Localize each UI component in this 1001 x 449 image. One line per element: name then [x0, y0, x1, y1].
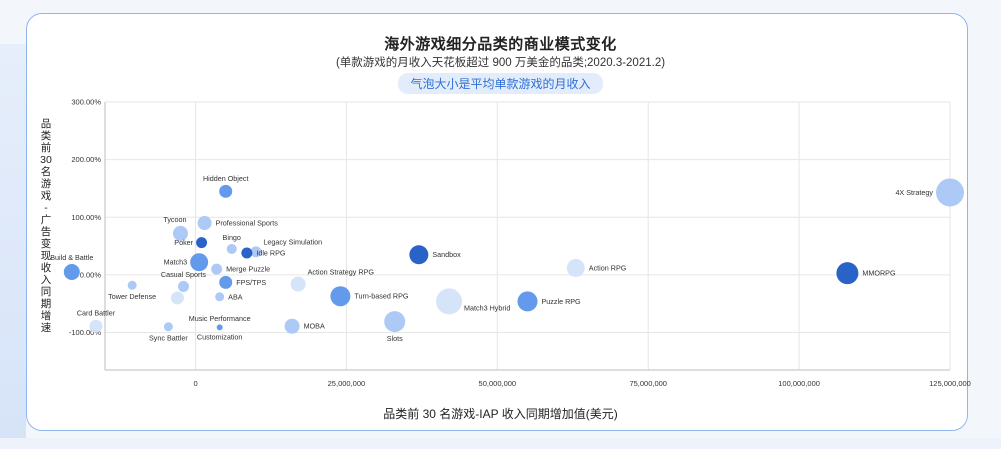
x-tick-label: 75,000,000	[629, 379, 667, 388]
bubble-label: Sandbox	[432, 250, 461, 259]
bubble-point	[170, 291, 184, 305]
bubble-label: Card Battler	[77, 309, 116, 318]
bubble-point	[216, 324, 223, 331]
bubble-label: ABA	[228, 292, 243, 301]
bubble-label: Music Performance	[189, 314, 251, 323]
bubble-label: Poker	[174, 238, 193, 247]
bubble-point	[89, 319, 103, 333]
left-accent-band	[0, 44, 26, 449]
bubble-point	[409, 245, 429, 265]
bottom-band	[0, 438, 1001, 449]
bubble-point	[219, 184, 233, 198]
bubble-label: Professional Sports	[216, 219, 279, 228]
bubble-label: Action Strategy RPG	[308, 268, 375, 277]
bubble-point	[250, 246, 262, 258]
chart-subtitle: (单款游戏的月收入天花板超过 900 万美金的品类;2020.3-2021.2)	[335, 57, 666, 69]
y-tick-label: -100.00%	[69, 328, 101, 337]
y-tick-label: 200.00%	[71, 155, 101, 164]
y-tick-label: 100.00%	[71, 213, 101, 222]
bubble-point	[290, 276, 306, 292]
bubble-label: Bingo	[223, 233, 241, 242]
bubble-point	[172, 225, 188, 241]
bubble-label: MMORPG	[862, 269, 896, 278]
bubble-label: Tycoon	[163, 215, 186, 224]
y-tick-label: 0.00%	[80, 270, 102, 279]
bubble-label: Merge Puzzle	[226, 265, 270, 274]
bubble-label: Match3	[164, 258, 188, 267]
bubble-point	[177, 280, 189, 292]
bubble-label: Match3 Hybrid	[464, 303, 510, 312]
bubble-point	[566, 258, 585, 277]
bubble-point	[219, 275, 233, 289]
bubble-point	[436, 288, 463, 315]
bubble-label: Legacy Simulation	[263, 237, 322, 246]
bubble-size-note: 气泡大小是平均单款游戏的月收入	[398, 73, 603, 94]
bubble-point	[197, 216, 212, 231]
bubble-point	[241, 247, 253, 259]
bubble-point	[163, 322, 173, 332]
bubble-label: Hidden Object	[203, 174, 249, 183]
bubble-point	[190, 253, 209, 272]
bubble-label: Customization	[197, 332, 243, 341]
bubble-point	[226, 243, 237, 254]
bubble-label: Action RPG	[589, 263, 627, 272]
bubble-label: Sync Battler	[149, 333, 188, 342]
bubble-point	[936, 178, 964, 207]
bubble-label: MOBA	[304, 322, 325, 331]
bubble-size-note-wrap: 气泡大小是平均单款游戏的月收入	[0, 73, 1001, 94]
bubble-point	[384, 311, 406, 333]
bubble-label: Idle RPG	[256, 249, 286, 258]
x-tick-label: 100,000,000	[778, 379, 820, 388]
bubble-point	[284, 318, 300, 334]
x-tick-label: 50,000,000	[479, 379, 517, 388]
bubble-point	[63, 264, 80, 281]
bubble-point	[127, 280, 137, 290]
bubble-label: Slots	[387, 334, 403, 343]
bubble-point	[330, 286, 351, 307]
x-tick-label: 125,000,000	[929, 379, 971, 388]
bubble-point	[517, 291, 538, 312]
y-tick-label: 300.00%	[71, 98, 101, 107]
bubble-point	[211, 263, 223, 275]
bubble-label: FPS/TPS	[236, 278, 266, 287]
bubble-label: Puzzle RPG	[542, 297, 582, 306]
bubble-point	[836, 262, 859, 285]
bubble-label: Turn-based RPG	[354, 292, 408, 301]
x-tick-label: 25,000,000	[328, 379, 366, 388]
bubble-point	[196, 237, 208, 249]
chart-title: 海外游戏细分品类的商业模式变化	[384, 36, 617, 53]
bubble-point	[215, 292, 225, 302]
x-tick-label: 0	[193, 379, 197, 388]
y-axis-title: 品类前 30 名游戏 - 广告变现收入同期增速	[40, 118, 52, 334]
x-axis-title: 品类前 30 名游戏-IAP 收入同期增加值(美元)	[383, 407, 618, 421]
bubble-label: Build & Battle	[50, 253, 93, 262]
bubble-label: 4X Strategy	[895, 188, 933, 197]
bubble-label: Casual Sports	[161, 270, 207, 279]
bubble-label: Tower Defense	[108, 292, 156, 301]
